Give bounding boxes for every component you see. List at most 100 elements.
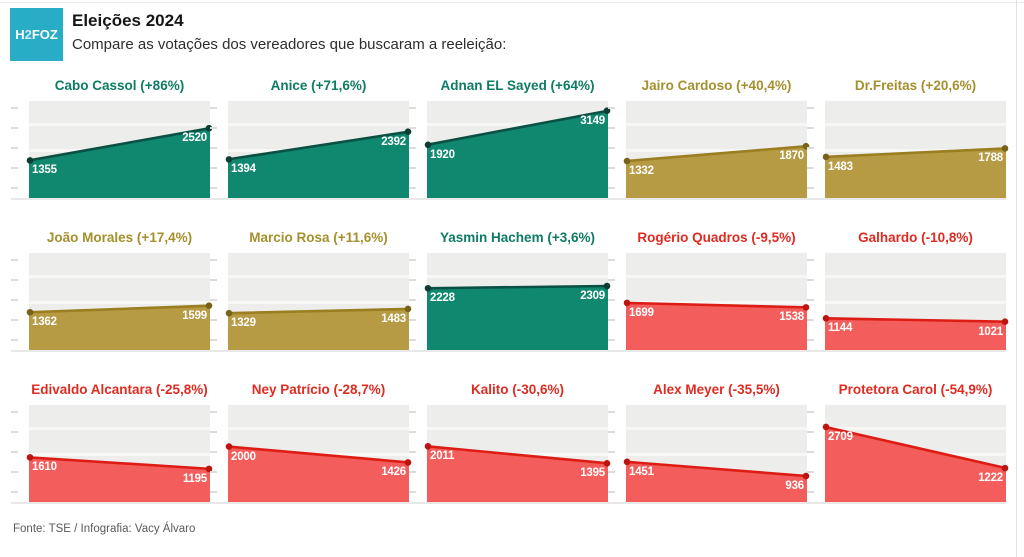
gridline (228, 427, 409, 431)
end-value-label: 3149 (580, 114, 605, 127)
y-tick (11, 107, 18, 109)
plot-row: 1394 2392 (210, 101, 412, 200)
plot-area: 1451 936 (623, 405, 810, 502)
y-tick (608, 319, 615, 321)
logo-text: H2FOZ (15, 27, 58, 42)
end-value-label: 1021 (978, 325, 1003, 338)
start-value-label: 1920 (430, 148, 455, 161)
start-value-label: 2000 (231, 450, 256, 463)
gridline (228, 123, 409, 127)
plot-area: 1483 1788 (822, 101, 1009, 198)
end-value-label: 1222 (978, 472, 1003, 485)
y-axis-ticks (807, 405, 825, 502)
y-tick (409, 319, 416, 321)
plot-area: 1394 2392 (225, 101, 412, 198)
plot-row: 1355 2520 (11, 101, 213, 200)
chart-cell-6: Marcio Rosa (+11,6%) 1329 1483 (210, 229, 412, 352)
gridline (626, 123, 807, 127)
gridline (29, 275, 210, 279)
gridline (626, 148, 807, 152)
y-tick (210, 147, 217, 149)
gridline (626, 300, 807, 304)
plot-area: 1362 1599 (26, 253, 213, 350)
area-chart (424, 107, 611, 198)
area-chart (225, 443, 412, 502)
plot-area: 2709 1222 (822, 405, 1009, 502)
y-tick (807, 471, 814, 473)
end-value-label: 1195 (182, 472, 207, 485)
area-chart (822, 145, 1009, 198)
y-tick (807, 127, 814, 129)
chart-cell-9: Galhardo (-10,8%) 1144 1021 (807, 229, 1009, 352)
y-tick (409, 451, 416, 453)
chart-title: Kalito (-30,6%) (470, 382, 565, 397)
y-tick (608, 167, 615, 169)
plot-area: 1920 3149 (424, 101, 611, 198)
y-axis-ticks (409, 405, 427, 502)
y-tick (409, 411, 416, 413)
gridline (29, 452, 210, 456)
area-chart (424, 282, 611, 350)
y-tick (11, 319, 18, 321)
plot-row: 1329 1483 (210, 253, 412, 352)
chart-title: Marcio Rosa (+11,6%) (249, 230, 388, 245)
y-tick (11, 451, 18, 453)
area-chart (822, 423, 1009, 502)
y-tick (807, 167, 814, 169)
y-tick (807, 299, 814, 301)
start-value-label: 1329 (231, 317, 256, 330)
start-value-label: 2228 (430, 292, 455, 305)
area-chart (623, 299, 810, 350)
chart-cell-13: Alex Meyer (-35,5%) 1451 936 (608, 381, 810, 504)
y-tick (210, 279, 217, 281)
y-tick (409, 431, 416, 433)
gridline (825, 427, 1006, 431)
start-value-label: 1144 (828, 322, 853, 335)
chart-title: Protetora Carol (-54,9%) (838, 382, 993, 397)
y-axis-ticks (608, 253, 626, 350)
y-tick (807, 147, 814, 149)
plot-area: 2228 2309 (424, 253, 611, 350)
y-tick (409, 279, 416, 281)
y-tick (11, 339, 18, 341)
chart-cell-14: Protetora Carol (-54,9%) 2709 1222 (807, 381, 1009, 504)
y-tick (409, 127, 416, 129)
gridline (228, 300, 409, 304)
y-tick (409, 167, 416, 169)
end-value-label: 2520 (182, 132, 207, 145)
y-tick (11, 491, 18, 493)
end-value-label: 1426 (381, 466, 406, 479)
y-tick (807, 451, 814, 453)
y-tick (11, 167, 18, 169)
y-axis-ticks (807, 253, 825, 350)
gridline (29, 123, 210, 127)
area-chart (225, 305, 412, 350)
area-chart (424, 442, 611, 502)
y-tick (608, 187, 615, 189)
y-tick (210, 259, 217, 261)
y-tick (807, 259, 814, 261)
plot-row: 1362 1599 (11, 253, 213, 352)
y-tick (409, 339, 416, 341)
start-value-label: 1362 (32, 316, 57, 329)
y-tick (807, 491, 814, 493)
start-value-label: 1699 (629, 306, 654, 319)
gridline (825, 300, 1006, 304)
chart-cell-3: Jairo Cardoso (+40,4%) 1332 1870 (608, 77, 810, 200)
y-tick (409, 491, 416, 493)
y-tick (210, 167, 217, 169)
start-value-label: 1394 (231, 163, 256, 176)
y-axis-ticks (409, 253, 427, 350)
gridline (427, 123, 608, 127)
y-tick (409, 299, 416, 301)
y-tick (807, 411, 814, 413)
y-axis-ticks (608, 405, 626, 502)
plot-area: 1610 1195 (26, 405, 213, 502)
y-axis-ticks (608, 101, 626, 198)
plot-area: 1329 1483 (225, 253, 412, 350)
y-tick (210, 491, 217, 493)
y-tick (608, 471, 615, 473)
header-text: Eleições 2024 Compare as votações dos ve… (72, 8, 506, 54)
start-value-label: 1332 (629, 165, 654, 178)
end-value-label: 1870 (779, 150, 804, 163)
